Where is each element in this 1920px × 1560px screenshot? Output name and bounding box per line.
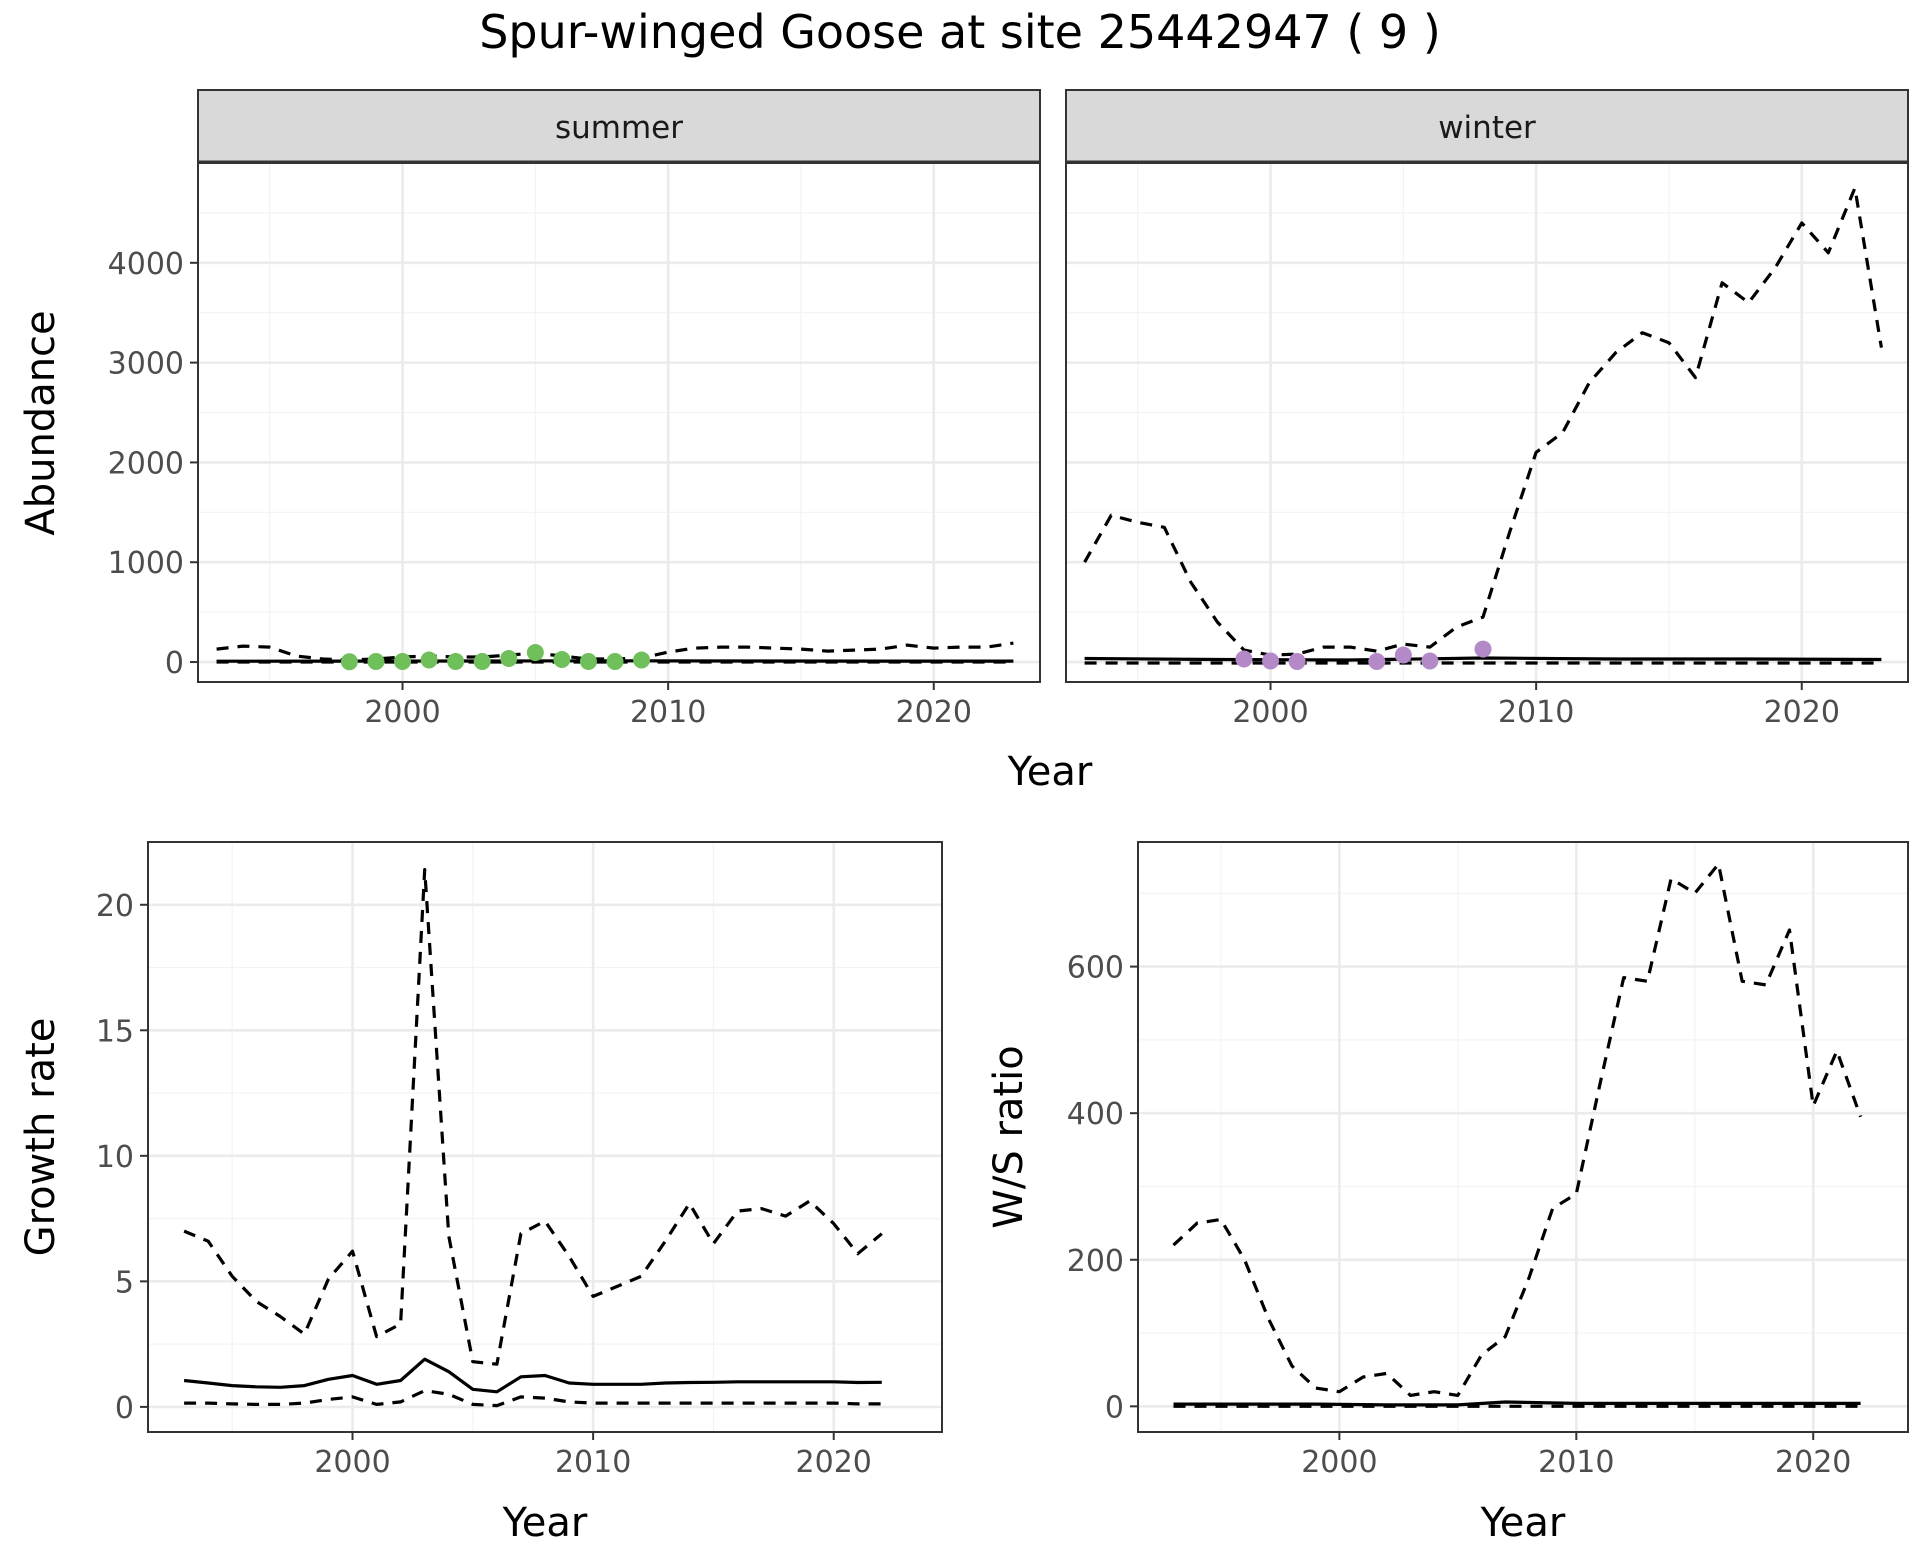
growth-y-tick-label: 0 [115, 1391, 134, 1426]
growth-x-axis-title: Year [502, 1500, 588, 1546]
abundance-winter-panel-border [1065, 162, 1909, 683]
growth-panel-border [147, 841, 943, 1433]
abundance-summer-data-point [526, 644, 544, 662]
strip-summer [197, 89, 1041, 163]
abundance-summer-y-tick-label: 1000 [108, 546, 184, 581]
abundance-summer-data-point [553, 651, 571, 669]
growth-series-line-dashed-0 [183, 868, 883, 1366]
abundance-x-axis-title: Year [1007, 749, 1093, 795]
abundance-summer-y-tick-label: 0 [165, 646, 184, 681]
abundance-winter-series-line-solid-1 [1084, 656, 1882, 662]
abundance-winter-data-point [1474, 640, 1492, 658]
ws-ratio-y-tick-label: 200 [1067, 1244, 1124, 1279]
growth-series-line-solid-1 [183, 1357, 882, 1394]
abundance-summer-data-point [473, 653, 491, 671]
abundance-winter-x-tick-label: 2020 [1764, 695, 1840, 730]
ws-ratio-y-tick-label: 0 [1105, 1390, 1124, 1425]
strip-label-winter: winter [1438, 110, 1536, 146]
growth-y-tick-label: 20 [96, 889, 134, 924]
growth-y-axis-title: Growth rate [18, 1018, 64, 1257]
abundance-winter-x-tick-label: 2010 [1498, 695, 1574, 730]
abundance-summer-panel-background [198, 163, 1040, 682]
strip-label-summer: summer [555, 110, 683, 146]
ws-ratio-x-tick-label: 2010 [1538, 1445, 1614, 1480]
abundance-summer-data-point [420, 651, 438, 669]
ws-ratio-series-line-solid-1 [1173, 1400, 1861, 1407]
abundance-summer-y-tick-label: 4000 [108, 247, 184, 282]
ws-ratio-y-axis-title: W/S ratio [986, 1045, 1032, 1228]
abundance-winter-data-point [1235, 650, 1253, 668]
growth-x-tick-label: 2010 [555, 1445, 631, 1480]
abundance-summer-data-point [394, 653, 412, 671]
chart-title: Spur-winged Goose at site 25442947 ( 9 ) [479, 5, 1441, 59]
abundance-summer-data-point [579, 653, 597, 671]
abundance-summer-data-point [367, 653, 385, 671]
abundance-summer-panel-border [197, 162, 1041, 683]
abundance-winter-data-point [1421, 652, 1439, 670]
strip-winter [1065, 89, 1909, 163]
ws-ratio-x-tick-label: 2020 [1775, 1445, 1851, 1480]
abundance-summer-data-point [447, 653, 465, 671]
abundance-winter-x-tick-label: 2000 [1232, 695, 1308, 730]
abundance-winter-data-point [1262, 652, 1280, 670]
abundance-summer-y-tick-label: 2000 [108, 446, 184, 481]
growth-y-tick-label: 15 [96, 1014, 134, 1049]
abundance-winter-series-line-dashed-0 [1083, 186, 1883, 657]
ws-ratio-x-tick-label: 2000 [1301, 1445, 1377, 1480]
ws-ratio-x-axis-title: Year [1480, 1500, 1566, 1546]
abundance-summer-data-point [606, 653, 624, 671]
ws-ratio-panel-background [1138, 842, 1908, 1432]
growth-series-line-dashed-2 [184, 1389, 882, 1408]
growth-y-tick-label: 5 [115, 1265, 134, 1300]
abundance-winter-panel-background [1066, 163, 1908, 682]
ws-ratio-y-tick-label: 600 [1067, 951, 1124, 986]
ws-ratio-panel-border [1137, 841, 1909, 1433]
ws-ratio-y-tick-label: 400 [1067, 1097, 1124, 1132]
abundance-winter-data-point [1288, 653, 1306, 671]
abundance-winter-data-point [1394, 646, 1412, 664]
abundance-summer-data-point [340, 653, 358, 671]
abundance-summer-x-tick-label: 2020 [896, 695, 972, 730]
abundance-summer-x-tick-label: 2010 [630, 695, 706, 730]
growth-x-tick-label: 2020 [796, 1445, 872, 1480]
abundance-summer-data-point [500, 650, 518, 668]
growth-x-tick-label: 2000 [314, 1445, 390, 1480]
growth-panel-background [148, 842, 942, 1432]
abundance-summer-x-tick-label: 2000 [364, 695, 440, 730]
abundance-winter-data-point [1368, 653, 1386, 671]
abundance-y-axis-title: Abundance [18, 310, 64, 535]
ws-ratio-series-line-dashed-0 [1172, 862, 1863, 1397]
abundance-summer-data-point [633, 651, 651, 669]
abundance-summer-y-tick-label: 3000 [108, 347, 184, 382]
growth-y-tick-label: 10 [96, 1140, 134, 1175]
